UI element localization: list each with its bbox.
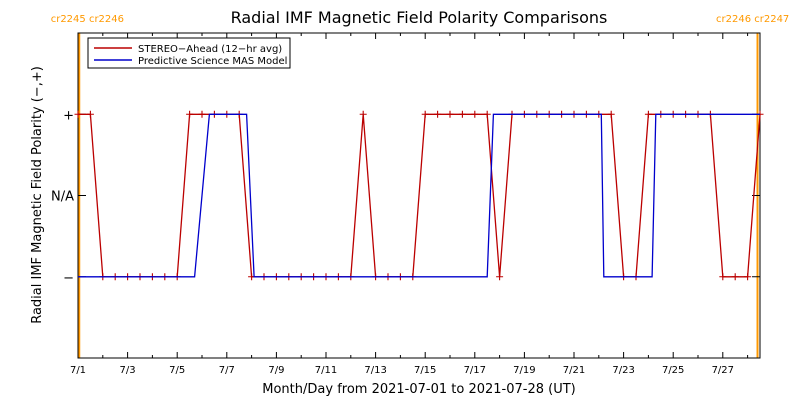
x-tick-label: 7/19 — [513, 365, 535, 376]
x-axis-label: Month/Day from 2021-07-01 to 2021-07-28 … — [262, 382, 575, 397]
series-line-0 — [78, 113, 761, 278]
y-tick-label: + — [63, 108, 74, 123]
y-axis-label: Radial IMF Magnetic Field Polarity (−,+) — [30, 66, 45, 324]
data-point-marker — [359, 110, 367, 118]
x-tick-label: 7/11 — [315, 365, 337, 376]
data-point-marker — [471, 110, 479, 118]
data-point-marker — [198, 110, 206, 118]
x-tick-label: 7/9 — [268, 365, 284, 376]
carrington-label-1: cr2246 cr2247 — [716, 14, 789, 25]
x-tick-label: 7/1 — [70, 365, 86, 376]
x-tick-label: 7/13 — [364, 365, 386, 376]
data-point-marker — [86, 110, 94, 118]
data-point-marker — [483, 110, 491, 118]
series-line-1 — [78, 113, 760, 278]
data-point-marker — [434, 110, 442, 118]
carrington-label-0: cr2245 cr2246 — [51, 14, 124, 25]
y-tick-label: − — [63, 271, 74, 286]
x-tick-label: 7/17 — [464, 365, 486, 376]
x-tick-label: 7/21 — [563, 365, 585, 376]
data-point-marker — [496, 273, 504, 281]
x-tick-label: 7/5 — [169, 365, 185, 376]
legend: STEREO−Ahead (12−hr avg) Predictive Scie… — [87, 37, 291, 69]
y-tick-label: N/A — [51, 190, 74, 205]
x-tick-label: 7/23 — [612, 365, 634, 376]
x-tick-label: 7/25 — [662, 365, 684, 376]
data-point-marker — [744, 273, 752, 281]
x-tick-label: 7/7 — [219, 365, 235, 376]
data-point-marker — [186, 110, 194, 118]
chart-title: Radial IMF Magnetic Field Polarity Compa… — [231, 8, 608, 27]
legend-box — [87, 37, 291, 69]
data-point-marker — [731, 273, 739, 281]
legend-label-mas: Predictive Science MAS Model — [138, 56, 287, 67]
data-point-marker — [607, 110, 615, 118]
legend-label-stereo: STEREO−Ahead (12−hr avg) — [138, 44, 282, 55]
axes: 7/1 7/3 7/5 7/7 7/9 7/11 7/13 7/15 7/17 7/19 7/21 7… — [51, 32, 761, 376]
data-point-marker — [421, 110, 429, 118]
x-tick-label: 7/15 — [414, 365, 436, 376]
data-point-marker — [644, 110, 652, 118]
data-point-marker — [446, 110, 454, 118]
x-tick-label: 7/3 — [120, 365, 136, 376]
x-tick-label: 7/27 — [712, 365, 734, 376]
series-layer — [74, 110, 764, 281]
data-point-marker — [458, 110, 466, 118]
data-point-marker — [74, 110, 82, 118]
data-point-marker — [719, 273, 727, 281]
